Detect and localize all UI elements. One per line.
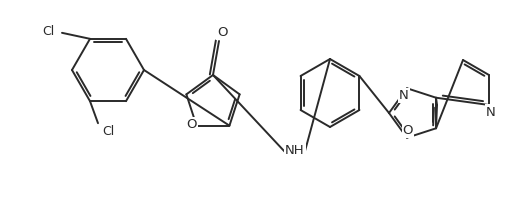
- Text: Cl: Cl: [102, 125, 114, 138]
- Text: NH: NH: [285, 144, 305, 156]
- Text: Cl: Cl: [42, 25, 54, 38]
- Text: N: N: [399, 89, 409, 102]
- Text: O: O: [403, 124, 413, 137]
- Text: O: O: [186, 118, 197, 131]
- Text: N: N: [486, 105, 496, 119]
- Text: O: O: [217, 26, 227, 38]
